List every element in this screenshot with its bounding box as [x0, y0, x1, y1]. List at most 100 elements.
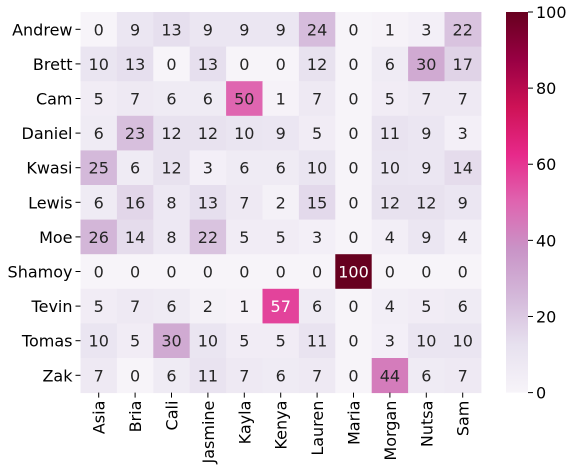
- cell-value-label: 3: [458, 124, 468, 143]
- cell-value-label: 10: [234, 124, 254, 143]
- cell-value-label: 7: [458, 366, 468, 385]
- cell-value-label: 6: [203, 90, 213, 109]
- y-tick-label: Moe: [39, 228, 72, 247]
- heatmap-cell: [153, 254, 191, 290]
- cell-value-label: 24: [307, 20, 327, 39]
- cell-value-label: 11: [198, 366, 218, 385]
- heatmap-cell: [226, 12, 263, 48]
- heatmap-cell: [262, 185, 300, 221]
- cell-value-label: 0: [348, 20, 358, 39]
- cell-value-label: 57: [271, 297, 291, 316]
- y-tick-label: Lewis: [28, 193, 72, 212]
- heatmap-cell: [116, 46, 154, 82]
- cell-value-label: 6: [130, 159, 140, 178]
- column-labels: Asia Bria Cali Jasmine Kayla Kenya Lauren Maria…: [90, 392, 473, 465]
- row-labels: Andrew Brett Cam Daniel Kwasi Lewis Moe Shamoy T…: [8, 20, 81, 385]
- cell-value-label: 5: [94, 90, 104, 109]
- heatmap-cell: [335, 358, 373, 394]
- cell-value-label: 0: [130, 263, 140, 282]
- heatmap-cell: [262, 46, 300, 82]
- heatmap-cell: [153, 115, 191, 151]
- cell-value-label: 22: [198, 228, 218, 247]
- cell-value-label: 9: [421, 159, 431, 178]
- heatmap-cell: [298, 219, 336, 255]
- y-tick-label: Tomas: [21, 332, 73, 351]
- cell-value-label: 0: [421, 263, 431, 282]
- heatmap-cell: [298, 115, 336, 151]
- heatmap-cell: [80, 12, 118, 48]
- cell-value-label: 13: [198, 55, 218, 74]
- heatmap-cell: [408, 150, 445, 186]
- heatmap-cell: [444, 115, 482, 151]
- cell-value-label: 11: [307, 332, 327, 351]
- cell-value-label: 6: [94, 124, 104, 143]
- cell-value-label: 0: [348, 332, 358, 351]
- cell-value-label: 0: [276, 55, 286, 74]
- heatmap-cell: [335, 323, 373, 359]
- cell-value-label: 7: [421, 90, 431, 109]
- cell-value-label: 12: [380, 193, 400, 212]
- heatmap-cell: [371, 81, 409, 117]
- heatmap-cell: [262, 81, 300, 117]
- heatmap-cell: [335, 219, 373, 255]
- cell-value-label: 7: [312, 366, 322, 385]
- heatmap-cell: [408, 185, 445, 221]
- cell-value-label: 6: [276, 366, 286, 385]
- heatmap-cell: [189, 81, 227, 117]
- cell-value-label: 2: [203, 297, 213, 316]
- heatmap-cell: [116, 185, 154, 221]
- cell-value-label: 9: [276, 124, 286, 143]
- heatmap-cell: [262, 150, 300, 186]
- heatmap-cell: [298, 81, 336, 117]
- cell-value-label: 0: [239, 55, 249, 74]
- cell-value-label: 0: [348, 124, 358, 143]
- cell-value-label: 1: [276, 90, 286, 109]
- heatmap-cell: [226, 81, 263, 117]
- heatmap-cell: [444, 46, 482, 82]
- cell-value-label: 6: [94, 193, 104, 212]
- heatmap-cell: [298, 150, 336, 186]
- x-tick-label: Asia: [90, 401, 109, 435]
- heatmap-cell: [153, 46, 191, 82]
- heatmap-cell: [335, 288, 373, 324]
- cell-value-label: 1: [385, 20, 395, 39]
- heatmap-cell: [408, 115, 445, 151]
- heatmap-cell: [444, 81, 482, 117]
- x-tick-label: Lauren: [308, 401, 327, 456]
- cell-value-label: 100: [338, 263, 369, 282]
- heatmap-cell: [408, 219, 445, 255]
- heatmap-cell: [444, 254, 482, 290]
- cell-value-label: 12: [307, 55, 327, 74]
- heatmap-cell: [371, 150, 409, 186]
- cell-value-label: 7: [239, 366, 249, 385]
- cell-value-label: 3: [312, 228, 322, 247]
- cell-value-label: 4: [385, 228, 395, 247]
- heatmap-cell: [116, 254, 154, 290]
- cell-value-label: 0: [348, 55, 358, 74]
- heatmap-cell: [226, 150, 263, 186]
- cell-value-label: 0: [239, 263, 249, 282]
- cell-value-label: 6: [239, 159, 249, 178]
- heatmap-cell: [189, 150, 227, 186]
- cell-value-label: 8: [166, 193, 176, 212]
- heatmap-cell: [153, 358, 191, 394]
- x-tick-label: Jasmine: [199, 401, 218, 465]
- heatmap-cell: [153, 150, 191, 186]
- cell-value-label: 11: [380, 124, 400, 143]
- heatmap-cell: [116, 323, 154, 359]
- heatmap-cell: [153, 219, 191, 255]
- cell-value-label: 5: [276, 228, 286, 247]
- y-tick-label: Brett: [33, 55, 73, 74]
- cell-value-label: 5: [385, 90, 395, 109]
- cell-value-label: 7: [94, 366, 104, 385]
- heatmap-cell: [226, 288, 263, 324]
- cell-value-label: 5: [239, 332, 249, 351]
- cell-value-label: 3: [421, 20, 431, 39]
- cell-value-label: 3: [385, 332, 395, 351]
- heatmap-cell: [153, 81, 191, 117]
- cell-value-label: 9: [276, 20, 286, 39]
- colorbar-tick-label: 0: [536, 384, 546, 403]
- cell-value-label: 10: [198, 332, 218, 351]
- heatmap-cell: [116, 219, 154, 255]
- heatmap-cell: [408, 254, 445, 290]
